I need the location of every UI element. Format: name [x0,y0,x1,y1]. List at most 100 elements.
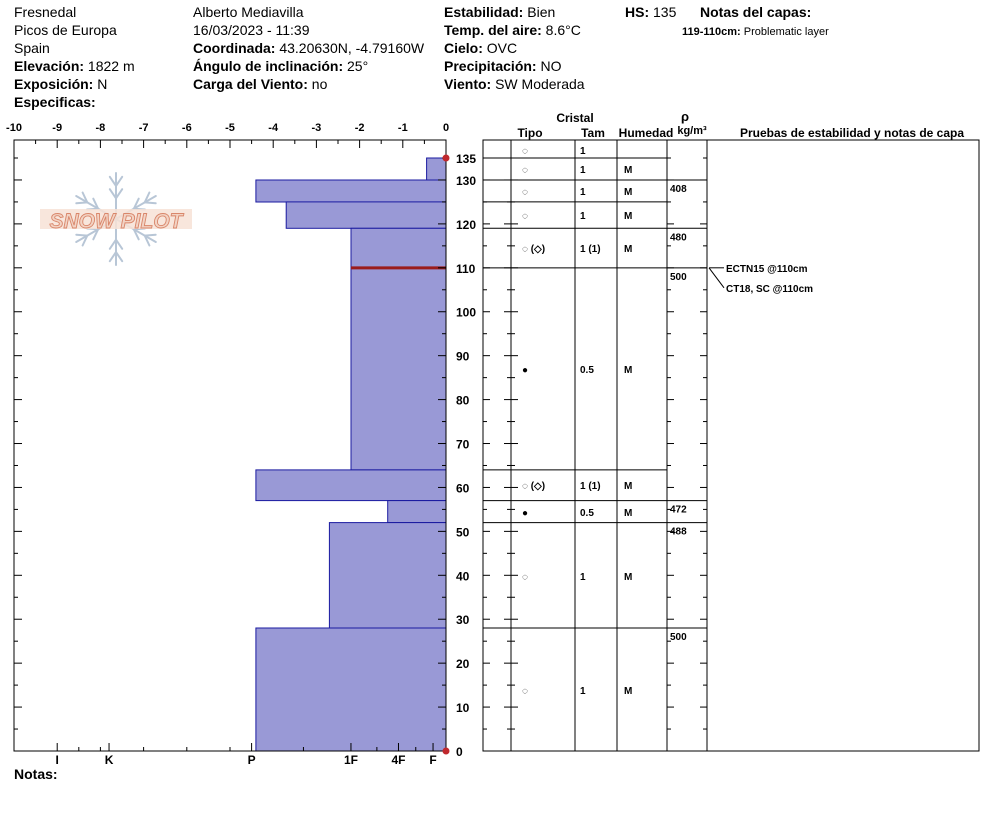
moisture: M [624,211,632,222]
crystal-size: 0.5 [580,508,594,519]
depth-tick-label: 130 [456,174,476,188]
flake-branch [75,201,89,205]
crystal-size: 1 [580,572,586,583]
air-temp-label: Temp. del aire: [444,22,542,38]
country: Spain [14,40,50,56]
stability-test: ECTN15 @110cm [726,264,808,275]
crystal-size: 1 (1) [580,481,601,492]
layer-note-range: 119-110cm: [682,26,741,38]
slope-value: 25° [347,58,369,74]
wind: Viento: SW Moderada [444,76,585,92]
crystal-size: 1 [580,165,586,176]
surface-marker [442,154,450,162]
hardness-bar [350,227,447,269]
crystal-size: 1 [580,686,586,697]
test-leader [708,267,725,289]
density-value: 472 [670,505,687,516]
precipitation: Precipitación: NO [444,58,561,74]
flake-branch [143,201,157,205]
snowpilot-logo: SNOW PILOT [40,172,192,266]
crystal-type: ● [522,365,528,376]
crystal-size: 1 [580,146,586,157]
flake-branch [92,228,100,241]
x-tick-label: -4 [268,122,279,134]
density-value: 488 [670,527,687,538]
crystal-type: ◌ (◇) [522,244,545,255]
hardness-label: P [248,753,256,767]
header-rho: ρ [681,109,689,124]
slope-label: Ángulo de inclinación: [193,58,344,74]
flake-branch [108,175,117,187]
flake-branch [115,251,124,263]
moisture: M [624,244,632,255]
x-tick-label: -6 [182,122,192,134]
aspect: Exposición: N [14,76,107,92]
density-value: 408 [670,184,687,195]
density-value: 480 [670,232,687,243]
moisture: M [624,572,632,583]
datetime: 16/03/2023 - 11:39 [193,22,310,38]
x-tick-label: -1 [398,122,408,134]
flake-branch [81,234,89,247]
wind-load-label: Carga del Viento: [193,76,308,92]
hs-value: 135 [653,4,677,20]
depth-tick-label: 20 [456,657,470,671]
depth-tick-label: 10 [456,701,470,715]
sky-value: OVC [486,40,518,56]
stability: Estabilidad: Bien [444,4,555,20]
sky-label: Cielo: [444,40,483,56]
coordinates: Coordinada: 43.20630N, -4.79160W [193,40,424,56]
flake-branch [132,197,140,210]
coordinates-label: Coordinada: [193,40,276,56]
observer: Alberto Mediavilla [193,4,304,20]
flake-branch [92,197,100,210]
header-crystal: Cristal [556,111,593,125]
header-size: Tam [581,126,605,140]
hardness-label: 1F [344,753,358,767]
depth-tick-label: 80 [456,394,470,408]
x-tick-label: 0 [443,122,449,134]
elevation-label: Elevación: [14,58,85,74]
x-tick-label: -7 [139,122,149,134]
location-name: Fresnedal [14,4,77,20]
flake-branch [115,175,124,187]
crystal-type: ◌ [522,187,528,198]
depth-tick-label: 70 [456,438,470,452]
notes-label: Notas: [14,766,58,782]
moisture: M [624,365,632,376]
range-name: Picos de Europa [14,22,117,38]
hardness-bar [328,522,447,629]
coordinates-value: 43.20630N, -4.79160W [279,40,425,56]
header-type: Tipo [517,126,542,140]
table-frame [482,139,980,752]
flake-branch [108,251,117,263]
hardness-bar [350,267,447,471]
header-density-unit: kg/m³ [677,125,707,137]
wind-load: Carga del Viento: no [193,76,327,92]
crystal-type: ◌ [522,686,528,697]
flake-branch [115,238,124,250]
flake-branch [143,233,157,237]
sky: Cielo: OVC [444,40,517,56]
crystal-type: ● [522,508,528,519]
depth-tick-label: 30 [456,613,470,627]
hardness-label: K [105,753,114,767]
crystal-size: 1 (1) [580,244,601,255]
hardness-bar [426,157,447,181]
x-tick-label: -10 [6,122,22,134]
x-tick-label: -8 [96,122,106,134]
density-value: 500 [670,632,687,643]
ground-marker [442,747,450,755]
flake-branch [143,234,151,247]
hardness-label: 4F [391,753,405,767]
stability-label: Estabilidad: [444,4,524,20]
wind-load-value: no [311,76,328,92]
layer-notes-label: Notas del capas: [700,4,812,20]
density-value: 500 [670,272,687,283]
moisture: M [624,187,632,198]
crystal-type: ◌ [522,572,528,583]
hardness-bar [255,469,447,502]
air-temp: Temp. del aire: 8.6°C [444,22,581,38]
hardness-bar [255,627,447,752]
